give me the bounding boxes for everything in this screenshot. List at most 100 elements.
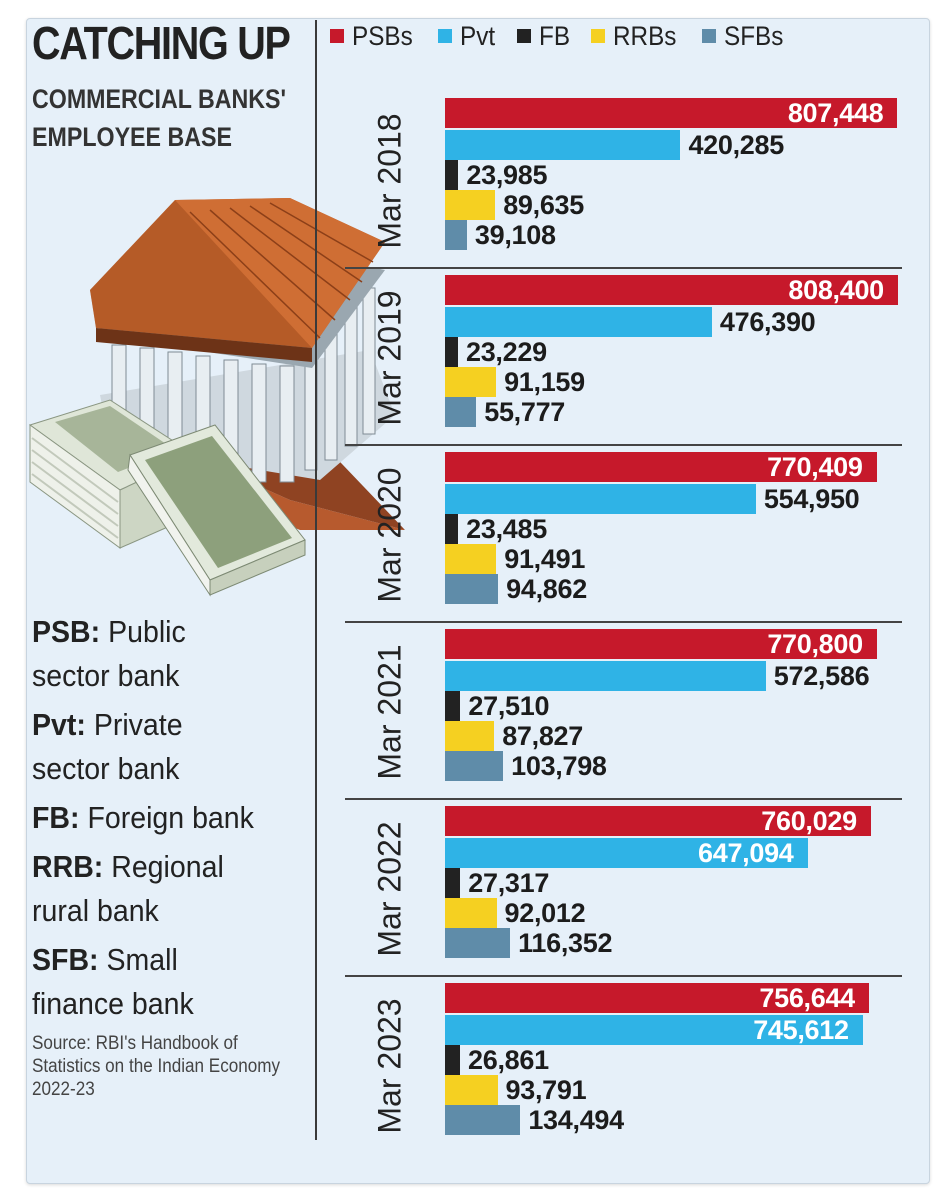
- bar-sfbs: [445, 220, 467, 250]
- bar-psbs: [445, 275, 898, 305]
- subtitle-line-1: COMMERCIAL BANKS': [32, 84, 287, 114]
- year-label-text: Mar 2018: [371, 112, 408, 249]
- definition-abbr: Pvt:: [32, 707, 86, 742]
- bar-value-label: 87,827: [502, 721, 583, 751]
- bar-value-label: 745,612: [753, 1015, 849, 1045]
- bar-fb: [445, 160, 459, 190]
- bar-fb: [445, 1045, 461, 1075]
- definition-text-continued: sector bank: [32, 658, 180, 693]
- year-label-text: Mar 2021: [371, 643, 408, 780]
- currency-bundle-icon: [28, 399, 306, 597]
- legend-label: Pvt: [459, 20, 495, 51]
- legend-item: FB: [516, 21, 574, 52]
- definition-abbr: SFB:: [32, 942, 99, 977]
- bar-pvt: [445, 661, 766, 691]
- bar-sfbs: [445, 1105, 521, 1135]
- definition-item: RRB: Regional rural bank: [32, 845, 308, 933]
- definition-abbr: RRB:: [32, 849, 104, 884]
- legend-swatch: [516, 29, 531, 43]
- bar-value-label: 26,861: [468, 1045, 549, 1075]
- bar-rrbs: [445, 544, 497, 574]
- bar-value-label: 647,094: [698, 838, 794, 868]
- legend-swatch: [437, 29, 452, 43]
- definition-item: FB: Foreign bank: [32, 796, 308, 840]
- bar-rrbs: [445, 1075, 498, 1105]
- bar-psbs: [445, 98, 898, 128]
- year-label-text: Mar 2019: [371, 289, 408, 426]
- bar-value-label: 807,448: [787, 98, 884, 128]
- bar-rrbs: [445, 367, 497, 397]
- bar-value-label: 476,390: [719, 307, 816, 337]
- bar-fb: [445, 337, 458, 367]
- legend-item: Pvt: [437, 20, 499, 52]
- bar-fb: [445, 868, 461, 898]
- legend-swatch: [701, 29, 716, 43]
- definition-text: Small: [98, 942, 178, 977]
- bar-value-label: 134,494: [528, 1105, 624, 1135]
- year-separator: [345, 975, 902, 977]
- year-label: Mar 2018: [365, 92, 415, 269]
- year-separator: [345, 798, 902, 800]
- bar-fb: [445, 514, 459, 544]
- bar-value-label: 27,510: [468, 691, 550, 721]
- bar-value-label: 39,108: [474, 220, 556, 250]
- bar-sfbs: [445, 574, 499, 604]
- subtitle-line-2: EMPLOYEE BASE: [32, 122, 232, 152]
- bar-value-label: 27,317: [468, 868, 550, 898]
- bar-value-label: 23,985: [466, 160, 548, 190]
- bar-value-label: 89,635: [503, 190, 584, 220]
- year-separator: [345, 621, 902, 623]
- bar-value-label: 808,400: [788, 275, 884, 305]
- year-label-text: Mar 2023: [371, 997, 408, 1134]
- legend-swatch: [330, 29, 344, 43]
- bar-pvt: [445, 484, 756, 514]
- bar-psbs: [445, 983, 869, 1013]
- bar-value-label: 92,012: [504, 898, 586, 928]
- year-label-text: Mar 2022: [371, 820, 408, 957]
- bar-value-label: 23,485: [466, 514, 547, 544]
- legend-swatch: [591, 29, 606, 43]
- year-label: Mar 2019: [365, 269, 415, 446]
- year-label: Mar 2020: [365, 446, 415, 623]
- bar-value-label: 94,862: [506, 574, 587, 604]
- bar-rrbs: [445, 190, 496, 220]
- definition-item: SFB: Small finance bank: [32, 938, 308, 1026]
- definition-text-continued: rural bank: [32, 893, 159, 928]
- definition-text: Public: [100, 614, 186, 649]
- bar-value-label: 756,644: [759, 983, 855, 1013]
- bar-sfbs: [445, 397, 477, 427]
- bar-value-label: 91,491: [504, 544, 586, 574]
- definition-text: Regional: [103, 849, 224, 884]
- bar-value-label: 572,586: [773, 661, 870, 691]
- bar-fb: [445, 691, 461, 721]
- definition-item: PSB: Public sector bank: [32, 610, 308, 698]
- year-label-text: Mar 2020: [371, 466, 408, 603]
- year-label: Mar 2021: [365, 623, 415, 800]
- legend-item: PSBs: [330, 21, 420, 52]
- year-label: Mar 2022: [365, 800, 415, 977]
- legend-label: PSBs: [352, 20, 413, 51]
- bar-sfbs: [445, 928, 511, 958]
- definition-item: Pvt: Private sector bank: [32, 703, 308, 791]
- legend-item: SFBs: [701, 21, 790, 52]
- bar-rrbs: [445, 721, 495, 751]
- bar-pvt: [445, 307, 712, 337]
- bar-value-label: 420,285: [688, 130, 784, 160]
- legend-label: RRBs: [613, 20, 677, 51]
- definition-text: Foreign bank: [79, 800, 254, 835]
- bar-value-label: 760,029: [761, 806, 857, 836]
- bar-value-label: 770,800: [767, 629, 863, 659]
- bar-rrbs: [445, 898, 497, 928]
- bar-psbs: [445, 452, 877, 482]
- chart-legend: PSBs Pvt FB RRBs SFBs: [330, 14, 808, 58]
- definition-abbr: PSB:: [32, 614, 101, 649]
- year-separator: [345, 267, 902, 269]
- year-separator: [345, 444, 902, 446]
- definition-text-continued: sector bank: [32, 751, 180, 786]
- bar-value-label: 103,798: [511, 751, 607, 781]
- definitions-list: PSB: Public sector bank Pvt: Private sector…: [32, 610, 332, 1031]
- bar-value-label: 55,777: [484, 397, 566, 427]
- definition-abbr: FB:: [32, 800, 80, 835]
- bar-value-label: 93,791: [505, 1075, 587, 1105]
- bar-psbs: [445, 806, 871, 836]
